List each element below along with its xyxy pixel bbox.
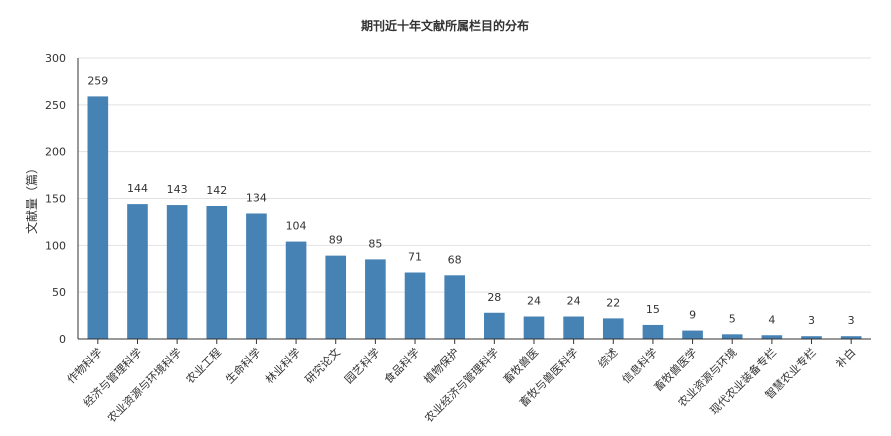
- bar: [523, 316, 545, 339]
- gridlines: [78, 57, 871, 293]
- y-tick-label: 0: [59, 333, 66, 346]
- y-tick-label: 250: [45, 99, 66, 112]
- bar: [206, 205, 228, 339]
- bar-value-label: 28: [487, 291, 501, 304]
- x-tick-label: 农业经济与管理科学: [422, 345, 502, 425]
- x-tick-label: 信息科学: [619, 345, 660, 386]
- bar: [484, 312, 505, 339]
- bar: [444, 275, 465, 339]
- bar: [87, 96, 109, 339]
- x-tick-label: 食品科学: [381, 345, 422, 386]
- bar: [246, 213, 267, 339]
- x-tick-label: 畜牧兽医: [500, 345, 541, 386]
- bar-value-label: 22: [606, 296, 620, 309]
- x-tick-label: 农业工程: [183, 345, 224, 386]
- bar: [602, 318, 624, 339]
- bar: [721, 334, 743, 339]
- bar-value-label: 144: [127, 182, 148, 195]
- bar-value-label: 104: [286, 220, 307, 233]
- bar-value-label: 24: [527, 295, 541, 308]
- bar: [127, 204, 148, 339]
- bar-value-label: 134: [246, 191, 267, 204]
- bar-value-label: 15: [646, 303, 660, 316]
- y-tick-label: 150: [45, 193, 66, 206]
- bar: [404, 272, 426, 339]
- bar: [166, 205, 188, 339]
- x-tick-label: 研究论文: [302, 345, 343, 386]
- bar-value-label: 24: [567, 295, 581, 308]
- bar: [285, 241, 307, 339]
- bar: [325, 255, 347, 339]
- x-tick-label: 综述: [595, 345, 620, 370]
- bar-value-label: 9: [689, 309, 696, 322]
- bar-value-label: 5: [729, 312, 736, 325]
- bars: 259 144 143 142 134 104 89 85 71 68 28 24 24 22 15 9 5 4 3…: [87, 74, 862, 339]
- x-tick-label: 补白: [833, 345, 858, 370]
- bar-value-label: 3: [808, 314, 815, 327]
- bar-value-label: 85: [368, 237, 382, 250]
- x-tick-label: 农业资源与环境科学: [104, 345, 184, 425]
- x-tick-label: 现代农业装备专栏: [707, 345, 779, 417]
- bar-value-label: 143: [167, 183, 188, 196]
- x-tick-label: 林业科学: [262, 345, 303, 386]
- x-tick-label: 园艺科学: [341, 345, 382, 386]
- y-axis: 0 50 100 150 200 250 300: [45, 52, 79, 346]
- bar: [642, 324, 664, 339]
- y-tick-label: 300: [45, 52, 66, 65]
- bar: [761, 335, 783, 339]
- chart-title: 期刊近十年文献所属栏目的分布: [361, 18, 529, 33]
- y-tick-label: 100: [45, 239, 66, 252]
- bar-value-label: 71: [408, 250, 422, 263]
- y-tick-label: 50: [52, 286, 66, 299]
- x-tick-label: 作物科学: [64, 345, 105, 386]
- bar-value-label: 4: [768, 313, 775, 326]
- bar: [365, 259, 386, 339]
- x-tick-label: 生命科学: [223, 345, 264, 386]
- bar: [682, 330, 703, 339]
- bar-value-label: 89: [329, 234, 343, 247]
- y-axis-label: 文献量（篇）: [24, 162, 39, 234]
- x-tick-label: 植物保护: [421, 345, 462, 386]
- bar-value-label: 142: [206, 184, 227, 197]
- bar: [563, 316, 584, 339]
- y-tick-label: 200: [45, 146, 66, 159]
- bar: [801, 336, 822, 339]
- bar-value-label: 68: [448, 253, 462, 266]
- bar: [840, 336, 862, 339]
- bar-value-label: 259: [87, 74, 108, 87]
- bar-value-label: 3: [848, 314, 855, 327]
